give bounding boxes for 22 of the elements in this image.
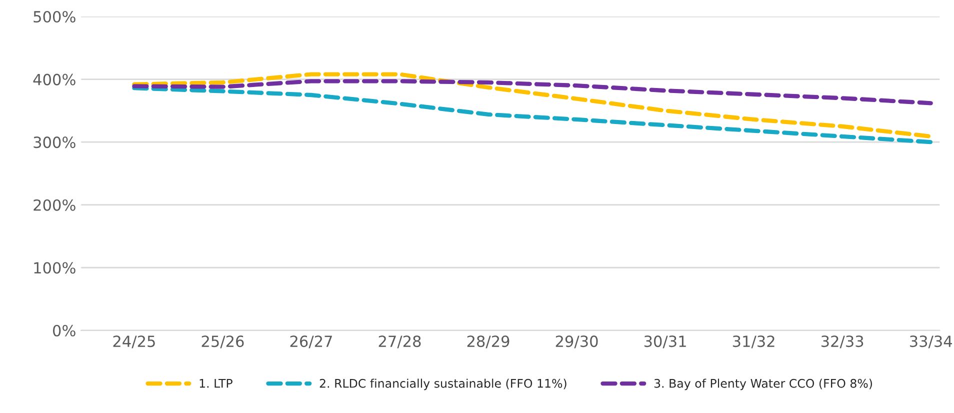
x-tick-label: 31/32 xyxy=(732,336,774,348)
x-tick-label: 28/29 xyxy=(467,336,510,348)
line-series xyxy=(132,79,933,106)
x-tick-label: 25/26 xyxy=(202,336,244,348)
x-tick-label: 33/34 xyxy=(910,336,952,348)
x-tick-label: 29/30 xyxy=(556,336,598,348)
y-tick-label: 200% xyxy=(34,199,76,211)
y-tick-label: 400% xyxy=(33,74,76,86)
legend-label: 1. LTP xyxy=(200,379,232,388)
line-series xyxy=(132,86,933,144)
x-tick-label: 24/25 xyxy=(113,336,155,348)
y-tick-label: 100% xyxy=(34,262,76,274)
line-series xyxy=(132,72,933,139)
legend-label: 2. RLDC financially sustainable (FFO 11%) xyxy=(320,378,566,390)
x-tick-label: 32/33 xyxy=(821,336,864,348)
x-tick-label: 27/28 xyxy=(378,336,421,348)
y-tick-label: 0% xyxy=(53,324,76,336)
y-tick-label: 500% xyxy=(34,10,76,23)
x-tick-label: 26/27 xyxy=(290,336,332,348)
x-tick-label: 30/31 xyxy=(644,336,686,348)
y-tick-label: 300% xyxy=(34,136,76,148)
legend-label: 3. Bay of Plenty Water CCO (FFO 8%) xyxy=(654,378,872,390)
